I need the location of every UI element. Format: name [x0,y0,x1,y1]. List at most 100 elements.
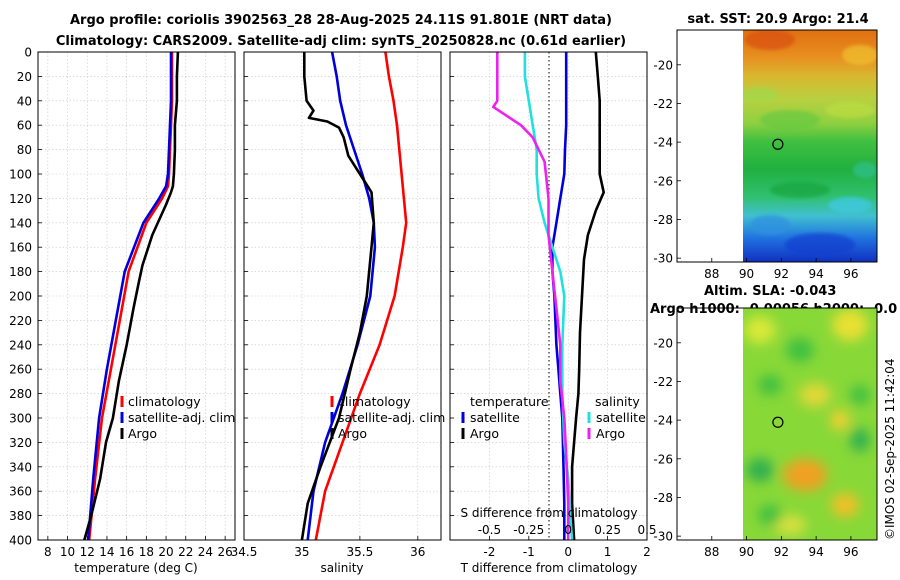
sst-heatmap [743,30,877,262]
x-tick-label: 26 [218,545,233,559]
salinity-lines [300,51,408,541]
lon-tick-label: 90 [739,545,754,559]
x-tick-label: 12 [80,545,95,559]
difference-top-xlabel: S difference from climatology [461,506,638,520]
lat-tick-label: -30 [653,530,673,544]
legend-label-climatology: climatology [338,394,411,409]
x-tick-label: 0 [564,545,572,559]
x-tick-label: -1 [523,545,535,559]
depth-tick-label: 220 [9,314,32,328]
sla-texture [744,309,870,535]
series-line-satellite-adj-clim [86,52,173,541]
lat-tick-label: -20 [653,58,673,72]
lat-tick-label: -24 [653,136,673,150]
legend-label-sal-satellite: satellite [596,410,646,425]
lon-tick-label: 94 [808,545,823,559]
legend-label-temp-argo: Argo [470,426,499,441]
temperature-panel: 8 10 12 14 16 18 20 22 24 26 0 20 40 60 80 100 120 140 16… [9,46,236,575]
salinity-x-ticks: 34.5 35 35.5 36 [231,545,426,559]
sst-map: sat. SST: 20.9 Argo: 21.4 88 90 92 94 96 -20… [653,12,878,281]
top-tick-label: -0.25 [513,523,544,537]
x-tick-label: 2 [643,545,651,559]
title-line-2: Climatology: CARS2009. Satellite-adj cli… [56,34,626,49]
salinity-legend: climatology satellite-adj. clim Argo [330,394,445,441]
lat-tick-label: -28 [653,213,673,227]
difference-legend: temperature satellite Argo salinity sate… [461,394,646,441]
lon-tick-label: 96 [843,545,858,559]
top-tick-label: 0.25 [594,523,621,537]
series-line-temperature-argo [570,51,606,541]
lat-tick-label: -24 [653,414,673,428]
x-tick-label: 18 [139,545,154,559]
depth-tick-label: 200 [9,290,32,304]
lon-tick-label: 94 [808,267,823,281]
temperature-xlabel: temperature (deg C) [74,561,197,575]
difference-lines [491,51,606,541]
salinity-axes-frame [243,51,442,541]
depth-tick-label: 80 [17,143,32,157]
sst-texture [743,30,877,257]
depth-tick-label: 260 [9,363,32,377]
salinity-difference-ticks: -0.5 -0.25 0 0.25 0.5 [478,523,657,537]
legend-label-sal-argo: Argo [596,426,625,441]
lat-tick-label: -26 [653,174,673,188]
x-tick-label: 20 [158,545,173,559]
lat-tick-label: -28 [653,491,673,505]
difference-xlabel: T difference from climatology [460,561,638,575]
x-tick-label: 16 [119,545,134,559]
lat-tick-label: -22 [653,375,673,389]
sst-lon-ticks: 88 90 92 94 96 [704,258,859,281]
sst-map-title: sat. SST: 20.9 Argo: 21.4 [687,12,868,27]
lat-tick-label: -20 [653,336,673,350]
temperature-lines [83,51,180,541]
x-tick-label: 35.5 [347,545,374,559]
argo-position-marker [772,138,784,150]
legend-label-satellite: satellite-adj. clim [338,410,445,425]
x-tick-label: 36 [410,545,425,559]
x-tick-label: 14 [99,545,114,559]
difference-x-ticks: -2 -1 0 1 2 [483,545,650,559]
lat-tick-label: -22 [653,97,673,111]
lat-tick-label: -26 [653,452,673,466]
legend-salinity-title: salinity [595,394,640,409]
x-tick-label: 1 [604,545,612,559]
depth-tick-label: 160 [9,241,32,255]
salinity-grid [243,51,441,541]
x-tick-label: 10 [60,545,75,559]
depth-tick-label: 380 [9,509,32,523]
depth-tick-label: 360 [9,485,32,499]
x-tick-label: 35 [294,545,309,559]
temperature-axes-frame [37,51,236,541]
x-tick-label: 24 [198,545,213,559]
legend-label-argo: Argo [128,426,157,441]
argo-position-marker [772,416,784,428]
lon-tick-label: 92 [774,545,789,559]
series-line-argo [83,51,180,541]
top-tick-label: 0 [564,523,572,537]
depth-tick-label: 20 [17,70,32,84]
series-line-salinity-argo [491,52,570,540]
depth-tick-label: 60 [17,119,32,133]
depth-tick-label: 300 [9,412,32,426]
series-line-climatology [314,51,408,541]
legend-label-argo: Argo [338,426,367,441]
legend-temperature-title: temperature [470,394,549,409]
series-line-argo [300,52,376,541]
legend-label-temp-satellite: satellite [470,410,520,425]
lon-tick-label: 96 [843,267,858,281]
depth-tick-label: 40 [17,94,32,108]
depth-tick-label: 0 [24,46,32,60]
lon-tick-label: 92 [774,267,789,281]
sla-lon-ticks: 88 90 92 94 96 [704,536,859,559]
lon-tick-label: 90 [739,267,754,281]
sla-map-title: Altim. SLA: -0.043 [704,284,836,299]
depth-ticks: 0 20 40 60 80 100 120 140 160 180 200 220 240 260 280 3… [9,46,32,548]
temperature-legend: climatology satellite-adj. clim Argo [120,394,235,441]
depth-tick-label: 180 [9,265,32,279]
sla-map: Altim. SLA: -0.043 Argo h1000: -0.00056 … [650,284,897,559]
top-tick-label: 0.5 [637,523,656,537]
x-tick-label: 34.5 [231,545,258,559]
depth-tick-label: 340 [9,460,32,474]
x-tick-label: -2 [483,545,495,559]
